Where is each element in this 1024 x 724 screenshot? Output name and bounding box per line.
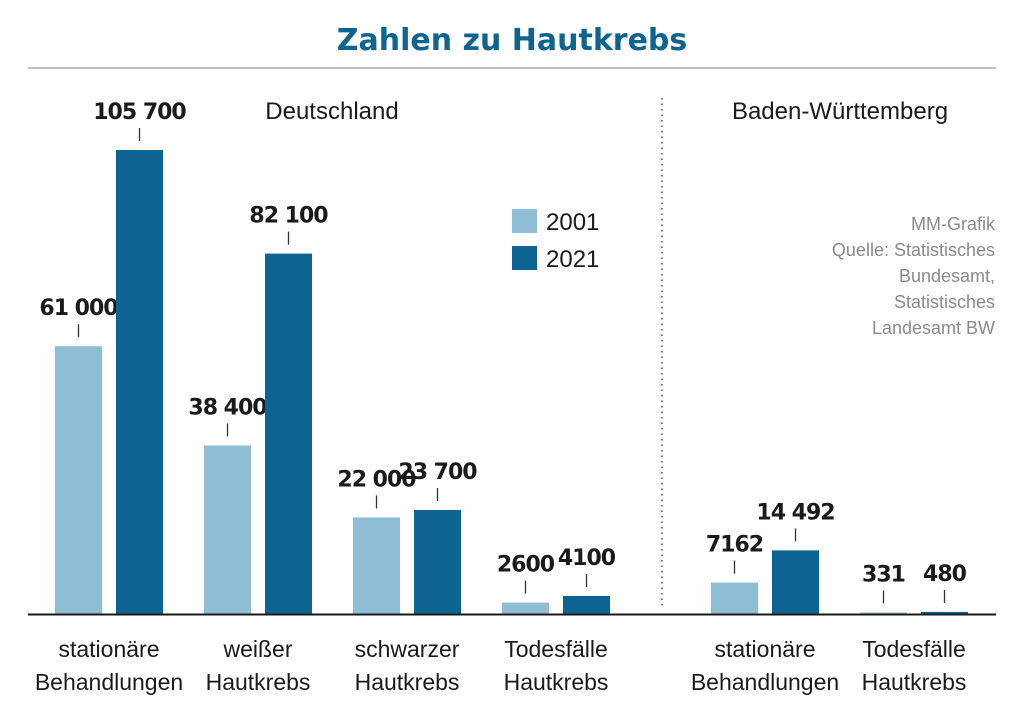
legend-label-2021: 2021 [546, 246, 599, 273]
value-label-baden-wuerttemberg-stationaere-2001: 7162 [706, 533, 763, 558]
source-note-line-5: Landesamt BW [872, 318, 995, 338]
legend-swatch-2021 [512, 246, 537, 270]
source-note-line-4: Statistisches [894, 292, 995, 312]
value-label-deutschland-todesfaelle-2001: 2600 [497, 553, 555, 578]
bar-deutschland-todesfaelle-2021 [563, 596, 610, 614]
bar-deutschland-weisser-weiss-2021 [265, 253, 312, 614]
source-note-line-2: Quelle: Statistisches [832, 240, 995, 260]
bar-baden-wuerttemberg-todesfaelle-2021 [921, 611, 968, 614]
bar-deutschland-weisser-weiss-2001 [204, 445, 251, 614]
bar-baden-wuerttemberg-stationaere-2001 [711, 582, 758, 614]
value-label-deutschland-stationaere-2001: 61 000 [39, 296, 118, 321]
bar-deutschland-schwarzer-2001 [353, 517, 400, 614]
category-label-baden-wuerttemberg-todesfaelle-line2: Hautkrebs [862, 669, 967, 695]
bar-baden-wuerttemberg-stationaere-2021 [772, 550, 819, 614]
category-label-deutschland-schwarzer-line2: Hautkrebs [355, 669, 460, 695]
bar-deutschland-schwarzer-2021 [414, 509, 461, 614]
value-label-deutschland-todesfaelle-2021: 4100 [558, 546, 616, 571]
source-note-line-1: MM-Grafik [911, 214, 996, 234]
category-label-deutschland-todesfaelle-line2: Hautkrebs [504, 669, 609, 695]
category-label-baden-wuerttemberg-stationaere-line2: Behandlungen [691, 669, 839, 695]
category-label-deutschland-weisser-weiss-line2: Hautkrebs [206, 669, 311, 695]
section-label-baden-wuerttemberg: Baden-Württemberg [732, 98, 948, 125]
category-label-deutschland-weisser-weiss-line1: weißer [222, 636, 292, 662]
bars-layer: Deutschland 61 000 105 700 stationäre Behand… [35, 98, 996, 695]
bar-deutschland-todesfaelle-2001 [502, 602, 549, 614]
category-label-deutschland-todesfaelle-line1: Todesfälle [504, 636, 608, 662]
bar-baden-wuerttemberg-todesfaelle-2001 [860, 612, 907, 614]
value-label-deutschland-weisser-weiss-2001: 38 400 [188, 395, 267, 420]
value-label-deutschland-schwarzer-2001: 22 000 [337, 467, 416, 492]
legend-swatch-2001 [512, 209, 537, 233]
value-label-baden-wuerttemberg-stationaere-2021: 14 492 [756, 500, 834, 525]
chart-title: Zahlen zu Hautkrebs [337, 23, 688, 58]
category-label-deutschland-stationaere-line1: stationäre [58, 636, 159, 662]
legend-label-2001: 2001 [546, 209, 599, 236]
category-label-baden-wuerttemberg-todesfaelle-line1: Todesfälle [862, 636, 966, 662]
value-label-baden-wuerttemberg-todesfaelle-2021: 480 [923, 562, 967, 587]
bar-deutschland-stationaere-2001 [55, 346, 102, 614]
value-label-deutschland-schwarzer-2021: 23 700 [398, 460, 477, 485]
value-label-deutschland-stationaere-2021: 105 700 [93, 100, 186, 125]
value-label-baden-wuerttemberg-todesfaelle-2001: 331 [862, 563, 905, 588]
category-label-baden-wuerttemberg-stationaere-line1: stationäre [714, 636, 815, 662]
category-label-deutschland-schwarzer-line1: schwarzer [355, 636, 460, 662]
bar-deutschland-stationaere-2021 [116, 150, 163, 614]
source-note-line-3: Bundesamt, [899, 266, 995, 286]
category-label-deutschland-stationaere-line2: Behandlungen [35, 669, 183, 695]
section-label-deutschland: Deutschland [265, 98, 398, 125]
value-label-deutschland-weisser-weiss-2021: 82 100 [249, 204, 328, 229]
